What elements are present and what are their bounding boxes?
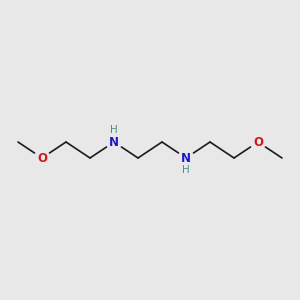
Text: H: H — [110, 125, 118, 135]
Text: N: N — [109, 136, 119, 148]
Text: N: N — [181, 152, 191, 164]
Text: O: O — [253, 136, 263, 148]
Text: O: O — [37, 152, 47, 164]
Text: H: H — [182, 165, 190, 175]
